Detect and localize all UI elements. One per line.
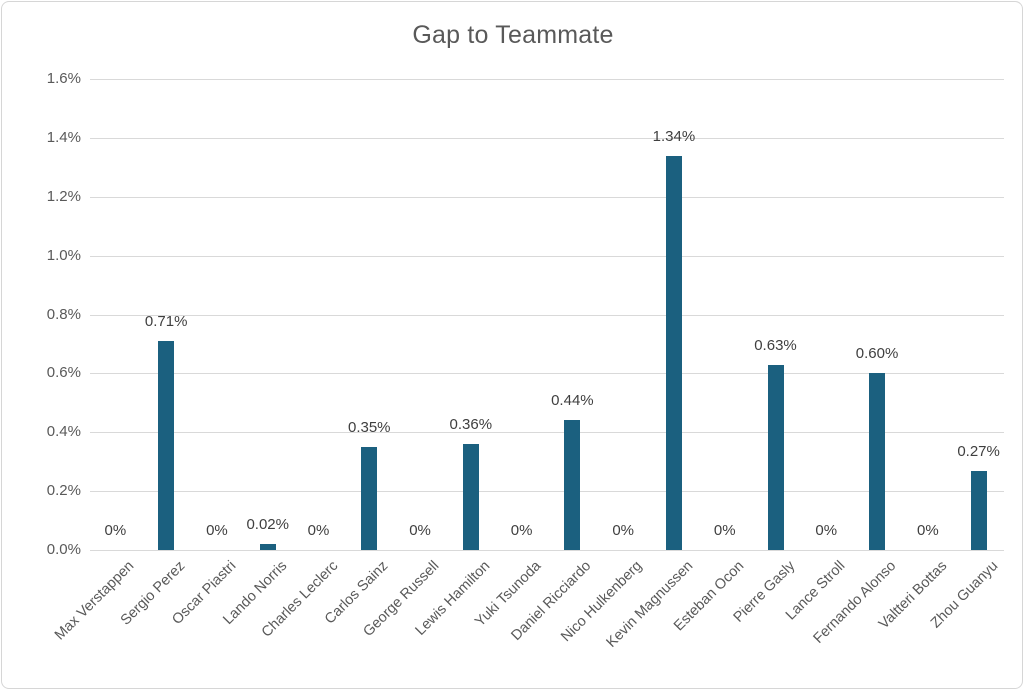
y-tick-label: 1.0% [46,246,81,264]
gridline [90,137,1004,139]
y-tick-label: 1.2% [46,187,81,205]
data-label: 0% [713,522,736,539]
bar [158,340,175,550]
gridline [90,196,1004,198]
bar [259,544,276,550]
y-tick-label: 0.2% [46,482,81,500]
gridline [90,491,1004,493]
data-label: 0% [510,522,533,539]
x-axis-line [90,550,1004,551]
bar [767,364,784,550]
data-label: 0% [815,522,838,539]
data-label: 0% [612,522,634,539]
gridline [90,432,1004,434]
data-label: 0% [916,522,939,539]
data-label: 0% [307,522,330,539]
gridline [90,79,1004,80]
bar [665,155,682,550]
data-label: 0.27% [957,442,1000,460]
data-label: 1.34% [652,127,696,145]
data-label: 0% [206,522,228,539]
data-label: 0% [104,522,127,539]
data-label: 0.36% [449,416,493,434]
data-label: 0.44% [551,392,594,410]
gridline [90,373,1004,375]
gridline [90,255,1004,257]
chart-title: Gap to Teammate [412,21,614,49]
bar [361,446,378,550]
data-label: 0.60% [855,345,899,363]
y-tick-label: 1.4% [46,128,81,146]
data-label: 0.02% [246,516,289,534]
gridline [90,314,1004,316]
bar [970,470,987,550]
bar [462,444,479,550]
data-label: 0% [409,522,431,539]
data-label: 0.63% [754,336,797,354]
y-tick-label: 0.8% [46,305,81,323]
y-tick-label: 0.4% [46,423,81,441]
y-tick-label: 0.6% [46,364,81,382]
y-tick-label: 0.0% [46,541,81,558]
bar [869,373,886,550]
data-label: 0.71% [144,312,188,330]
y-tick-label: 1.6% [46,70,81,87]
data-label: 0.35% [347,418,391,436]
bar [564,420,581,550]
